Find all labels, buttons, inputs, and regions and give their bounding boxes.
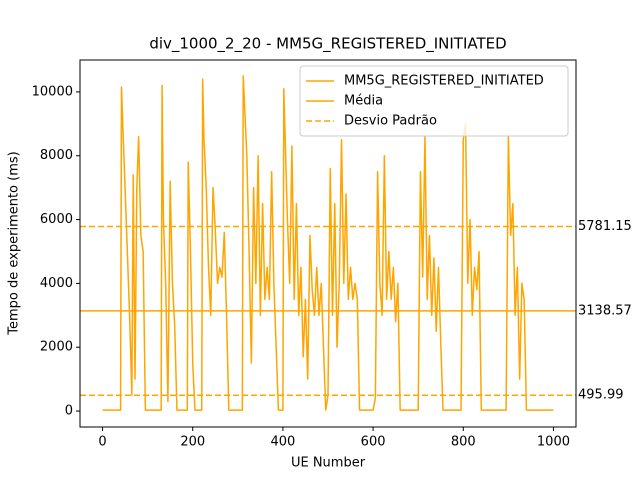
legend-box: [299, 65, 569, 137]
x-tick-label: 600: [361, 435, 386, 450]
data-line: [102, 75, 554, 411]
y-tick-label: 10000: [32, 84, 73, 99]
reference-label: 3138.57: [578, 303, 632, 318]
x-tick-label: 800: [451, 435, 476, 450]
x-tick-label: 1000: [537, 435, 570, 450]
x-tick-label: 0: [98, 435, 106, 450]
legend-label: Desvio Padrão: [344, 114, 437, 129]
reference-label: 5781.15: [578, 219, 632, 234]
chart-title: div_1000_2_20 - MM5G_REGISTERED_INITIATE…: [149, 35, 506, 54]
x-tick-label: 400: [270, 435, 295, 450]
legend: MM5G_REGISTERED_INITIATED Média Desvio Pad…: [299, 65, 569, 137]
x-tick-label: 200: [180, 435, 205, 450]
legend-label: MM5G_REGISTERED_INITIATED: [344, 74, 544, 89]
y-axis-label: Tempo de experimento (ms): [7, 151, 22, 335]
reference-label: 495.99: [578, 388, 624, 403]
y-tick-label: 6000: [40, 212, 73, 227]
y-tick-label: 4000: [40, 276, 73, 291]
y-tick-label: 8000: [40, 148, 73, 163]
y-tick-label: 0: [65, 404, 73, 419]
y-tick-label: 2000: [40, 340, 73, 355]
legend-label: Média: [344, 94, 383, 109]
x-axis-label: UE Number: [291, 456, 366, 471]
plot-frame: [79, 59, 577, 428]
